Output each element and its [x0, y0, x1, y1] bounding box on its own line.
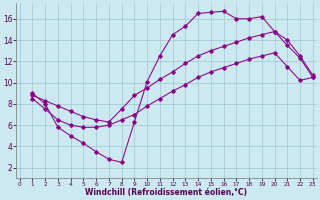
X-axis label: Windchill (Refroidissement éolien,°C): Windchill (Refroidissement éolien,°C)	[85, 188, 247, 197]
